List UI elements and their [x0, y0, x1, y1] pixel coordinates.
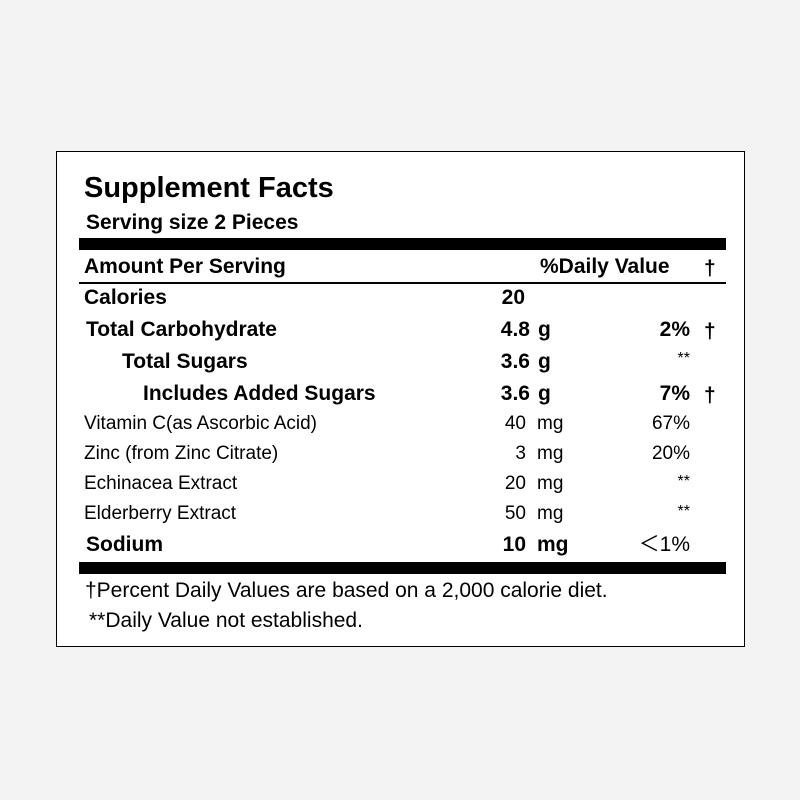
row-name-zinc: Zinc (from Zinc Citrate)	[84, 443, 279, 464]
row-unit-vitamin-c: mg	[537, 413, 564, 434]
amount-per-serving-header: Amount Per Serving	[84, 255, 286, 278]
row-name-added-sugars: Includes Added Sugars	[143, 382, 376, 405]
row-unit-total-sugars: g	[538, 350, 551, 373]
footnote-percent-daily: †Percent Daily Values are based on a 2,0…	[85, 579, 608, 602]
row-dv-added-sugars: 7%	[659, 382, 690, 405]
row-qty-elderberry: 50	[504, 503, 526, 524]
row-unit-echinacea: mg	[537, 473, 564, 494]
row-mark-added-sugars: †	[704, 384, 716, 407]
row-mark-total-carbohydrate: †	[704, 320, 716, 343]
row-dv-echinacea: **	[677, 473, 690, 490]
row-qty-vitamin-c: 40	[504, 413, 526, 434]
row-dv-sodium: ＜1%	[638, 533, 690, 556]
row-qty-zinc: 3	[515, 443, 526, 464]
row-qty-total-sugars: 3.6	[500, 350, 530, 373]
row-name-vitamin-c: Vitamin C(as Ascorbic Acid)	[84, 413, 318, 434]
row-qty-echinacea: 20	[504, 473, 526, 494]
row-name-elderberry: Elderberry Extract	[84, 503, 237, 524]
daily-value-header-dagger: †	[704, 257, 716, 280]
row-qty-total-carbohydrate: 4.8	[500, 318, 530, 341]
footnote-not-established: **Daily Value not established.	[89, 609, 363, 632]
bottom-thick-divider	[79, 562, 726, 574]
row-name-total-sugars: Total Sugars	[122, 350, 248, 373]
row-qty-sodium: 10	[502, 533, 526, 556]
row-dv-elderberry: **	[677, 503, 690, 520]
row-dv-zinc: 20%	[651, 443, 690, 464]
row-unit-sodium: mg	[537, 533, 569, 556]
row-qty-added-sugars: 3.6	[500, 382, 530, 405]
row-unit-zinc: mg	[537, 443, 564, 464]
daily-value-header: %Daily Value	[540, 255, 670, 278]
row-dv-vitamin-c: 67%	[651, 413, 690, 434]
row-unit-added-sugars: g	[538, 382, 551, 405]
row-name-calories: Calories	[84, 286, 167, 309]
label-title: Supplement Facts	[84, 172, 334, 204]
row-name-sodium: Sodium	[86, 533, 163, 556]
header-thin-divider	[79, 282, 726, 284]
row-qty-calories: 20	[501, 286, 525, 309]
serving-size: Serving size 2 Pieces	[86, 211, 299, 234]
row-unit-elderberry: mg	[537, 503, 564, 524]
top-thick-divider	[79, 238, 726, 250]
row-unit-total-carbohydrate: g	[538, 318, 551, 341]
row-dv-total-carbohydrate: 2%	[659, 318, 690, 341]
row-dv-total-sugars: **	[677, 350, 690, 367]
row-name-total-carbohydrate: Total Carbohydrate	[86, 318, 277, 341]
row-name-echinacea: Echinacea Extract	[84, 473, 238, 494]
